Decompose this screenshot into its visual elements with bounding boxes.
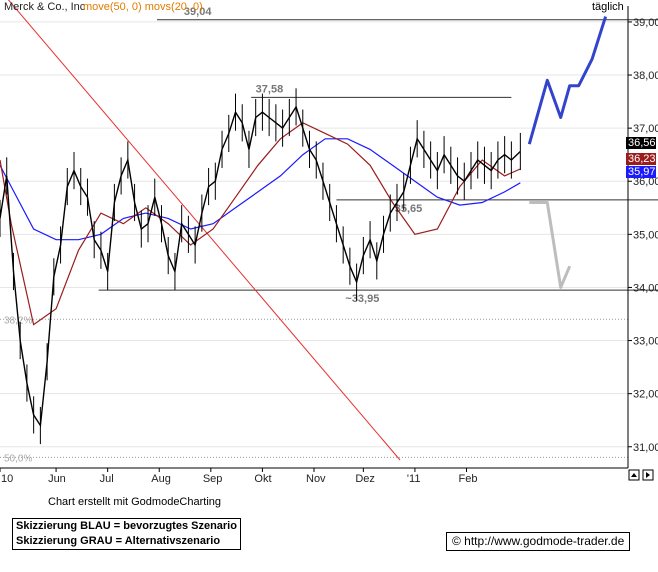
x-tick-label: Dez (355, 473, 375, 485)
y-tick-label: 39,00 (633, 17, 658, 29)
y-tick-label: 37,00 (633, 123, 658, 135)
last-value-badge (626, 137, 656, 149)
y-tick-label: 35,00 (633, 229, 658, 241)
last-value-label: 35,97 (628, 166, 656, 178)
y-tick-label: 33,00 (633, 336, 658, 348)
y-tick-label: 36,00 (633, 176, 658, 188)
website-box[interactable]: © http://www.godmode-trader.de (446, 532, 631, 551)
last-value-label: 36,56 (628, 137, 656, 149)
last-value-label: 36,23 (628, 153, 656, 165)
x-tick-label: Feb (459, 473, 478, 485)
x-tick-label: Sep (203, 473, 223, 485)
level-label: ~33,95 (345, 293, 379, 305)
series-ma50 (0, 138, 521, 241)
instrument-title: Merck & Co., Inc (4, 1, 86, 13)
level-label: 37,58 (256, 83, 284, 95)
scroll-icon[interactable] (642, 469, 654, 481)
website-link[interactable]: © http://www.godmode-trader.de (452, 534, 625, 548)
series-ma20 (0, 122, 521, 326)
x-tick-label: Jun (48, 473, 66, 485)
scenario-gray-path (529, 201, 572, 289)
chart-credit: Chart erstellt mit GodmodeCharting (48, 496, 222, 508)
series-layer (0, 88, 521, 445)
x-axis-ticks: 10 Jun Jul Aug Sep Okt Nov Dez '11 Feb (0, 468, 477, 485)
level-label: 39,04 (184, 6, 212, 18)
x-tick-label: '11 (407, 473, 421, 485)
last-value-badge (626, 166, 656, 178)
grid (0, 21, 628, 448)
x-tick-label: Okt (254, 473, 271, 485)
x-tick-label: Aug (151, 473, 171, 485)
expand-icon[interactable] (628, 469, 640, 481)
y-tick-label: 38,00 (633, 70, 658, 82)
fib-label: 50,0% (4, 453, 32, 464)
level-label: 35,65 (395, 203, 423, 215)
scenario-legend-box: Skizzierung BLAU = bevorzugtes Szenario … (12, 518, 241, 550)
scenario-layer (527, 16, 608, 289)
last-value-badge (626, 153, 656, 165)
y-tick-label: 34,00 (633, 282, 658, 294)
scenario-blue-path (527, 16, 608, 145)
x-tick-label: Nov (306, 473, 326, 485)
y-tick-label: 31,00 (633, 442, 658, 454)
x-tick-label: Jul (100, 473, 114, 485)
legend-gray: Skizzierung GRAU = Alternativszenario (16, 535, 221, 547)
y-axis-ticks: 31,00 32,00 33,00 34,00 35,00 36,00 37,00 38,00… (628, 17, 658, 454)
series-price (0, 105, 521, 428)
x-tick-label: 10 (1, 473, 13, 485)
legend-blue: Skizzierung BLAU = bevorzugtes Szenario (16, 520, 237, 532)
interval-label: täglich (592, 1, 624, 13)
indicator-legend: move(50, 0) movs(20, 0) (83, 1, 203, 13)
y-tick-label: 32,00 (633, 389, 658, 401)
